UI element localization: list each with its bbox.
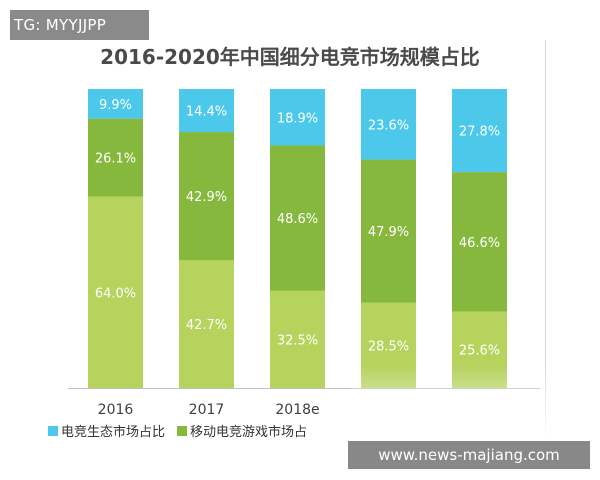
data-label: 25.6% [459, 344, 500, 359]
bar-segment [270, 145, 325, 291]
data-label: 27.8% [459, 125, 500, 140]
bar-segment [361, 159, 416, 303]
bar-segment [88, 89, 143, 119]
bar-segment [179, 132, 234, 261]
data-label: 28.5% [368, 339, 409, 354]
data-label: 32.5% [277, 333, 318, 348]
bar-segment [88, 196, 143, 388]
bar-segment [179, 260, 234, 388]
fade-overlay [350, 365, 550, 440]
x-tick-label: 2017 [189, 402, 225, 418]
bar-segment [270, 89, 325, 146]
legend-swatch-ecosystem [48, 425, 58, 436]
data-label: 23.6% [368, 118, 409, 133]
x-tick-label: 2016 [98, 402, 134, 418]
watermark-bottom: www.news-majiang.com [348, 441, 590, 469]
data-label: 42.9% [186, 190, 227, 205]
data-label: 14.4% [186, 105, 227, 120]
legend: 电竞生态市场占比 移动电竞游戏市场占 [48, 421, 307, 440]
bar-segment [452, 172, 507, 312]
chart-title: 2016-2020年中国细分电竞市场规模占比 [100, 45, 480, 69]
bar-segment [270, 290, 325, 388]
bar-segment [452, 89, 507, 173]
data-label: 26.1% [95, 152, 136, 167]
divider-line [545, 40, 546, 435]
bar-segment [361, 89, 416, 160]
legend-item-mobile: 移动电竞游戏市场占 [177, 421, 307, 440]
data-label: 18.9% [277, 111, 318, 126]
legend-label-ecosystem: 电竞生态市场占比 [61, 425, 166, 440]
data-label: 47.9% [368, 225, 409, 240]
data-label: 48.6% [277, 212, 318, 227]
data-label: 9.9% [99, 98, 132, 113]
bar-segment [179, 89, 234, 133]
watermark-top: TG: MYYJJPP [10, 10, 149, 40]
data-label: 46.6% [459, 236, 500, 251]
x-tick-label: 2018e [275, 402, 319, 418]
legend-label-mobile: 移动电竞游戏市场占 [190, 425, 308, 440]
data-label: 64.0% [95, 286, 136, 301]
data-label: 42.7% [186, 318, 227, 333]
bar-segment [88, 118, 143, 197]
legend-item-ecosystem: 电竞生态市场占比 [48, 421, 165, 440]
legend-swatch-mobile [177, 425, 188, 436]
